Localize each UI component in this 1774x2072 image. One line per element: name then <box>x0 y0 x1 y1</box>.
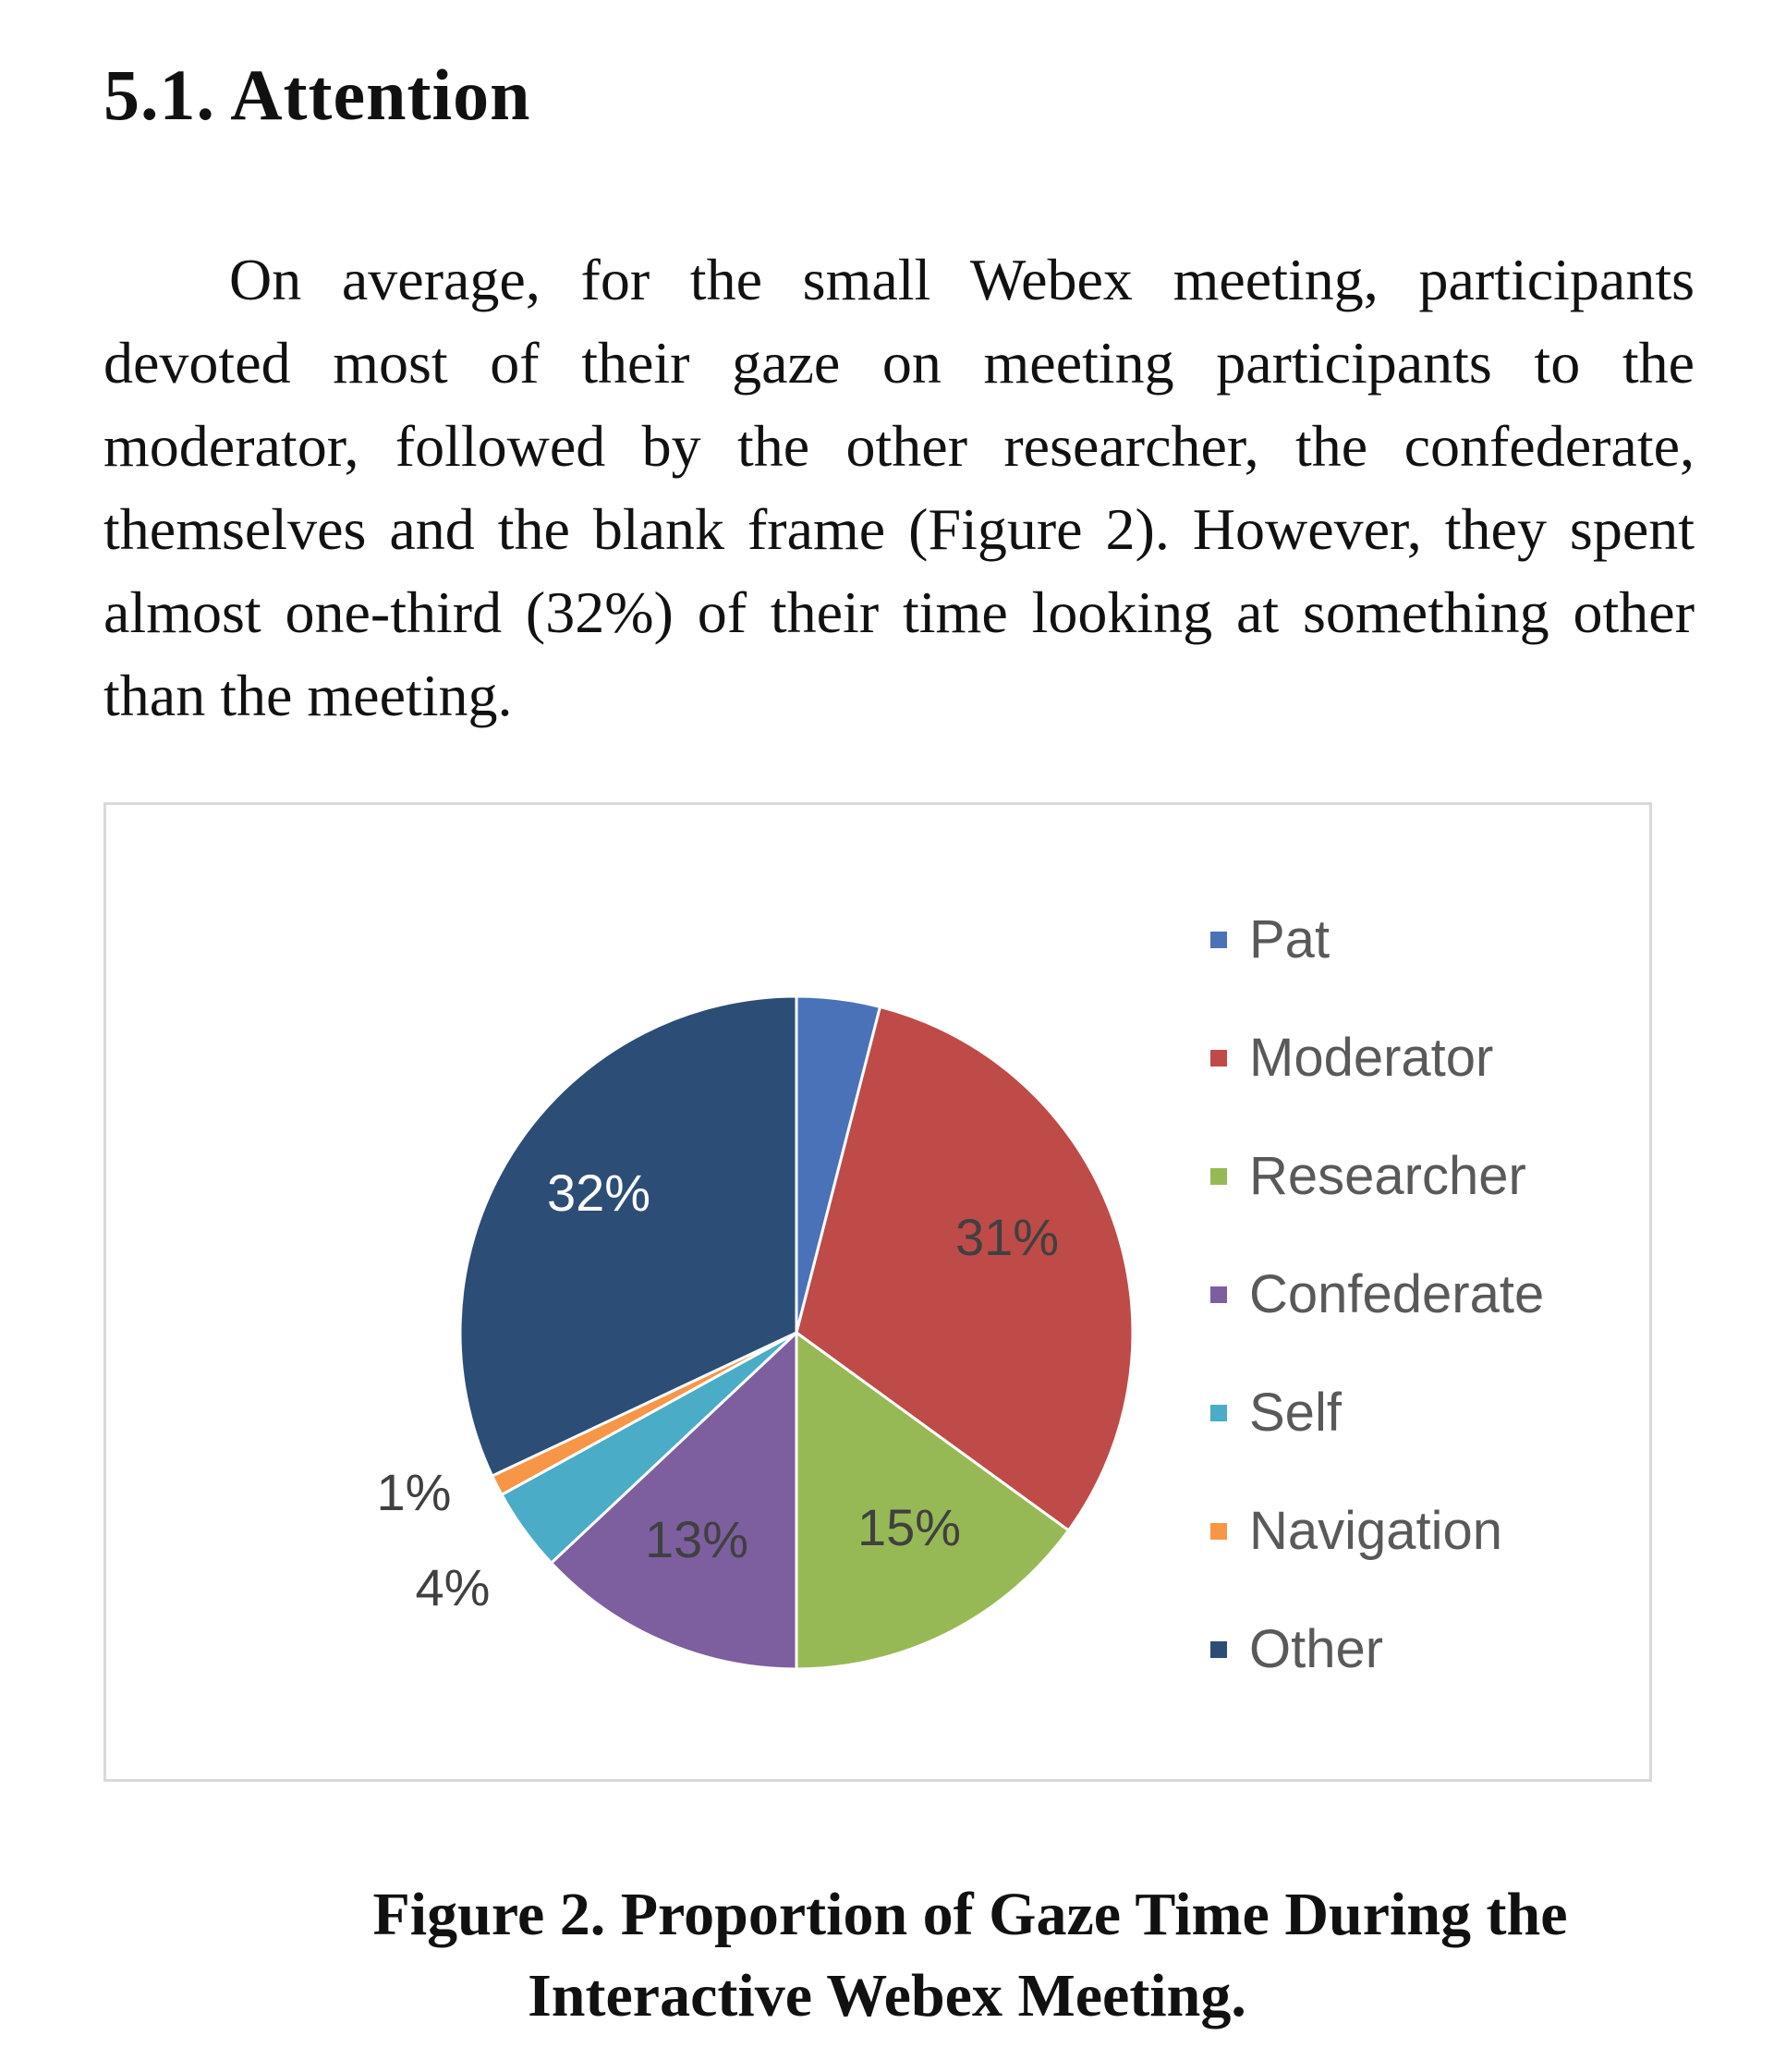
legend-label-moderator: Moderator <box>1249 1028 1493 1088</box>
legend-swatch-moderator <box>1210 1050 1227 1066</box>
data-label-moderator: 31% <box>955 1208 1059 1266</box>
legend-swatch-self <box>1210 1405 1227 1421</box>
data-label-other: 32% <box>547 1164 650 1222</box>
legend-swatch-pat <box>1210 932 1227 948</box>
legend-label-researcher: Researcher <box>1249 1146 1526 1206</box>
data-label-researcher: 15% <box>857 1498 961 1556</box>
figure-caption-line-2: Interactive Webex Meeting. <box>528 1962 1246 2029</box>
pie-slice-moderator <box>795 1005 1135 1533</box>
legend-swatch-confederate <box>1210 1286 1227 1303</box>
pie-slice-confederate <box>549 1329 798 1671</box>
legend-label-confederate: Confederate <box>1249 1264 1544 1324</box>
pie-slice-other <box>458 994 798 1478</box>
section-heading: 5.1. Attention <box>103 55 531 135</box>
data-label-confederate: 13% <box>645 1510 748 1568</box>
legend-swatch-navigation <box>1210 1523 1227 1540</box>
legend-label-navigation: Navigation <box>1249 1501 1502 1561</box>
legend-label-self: Self <box>1249 1383 1343 1443</box>
body-paragraph: On average, for the small Webex meeting,… <box>103 247 1695 728</box>
legend-label-other: Other <box>1249 1619 1383 1679</box>
legend-swatch-other <box>1210 1641 1227 1658</box>
pie-slice-researcher <box>795 1330 1071 1671</box>
legend-swatch-researcher <box>1210 1168 1227 1185</box>
figure-caption: Figure 2. Proportion of Gaze Time During… <box>148 1874 1626 2037</box>
figure-caption-line-1: Figure 2. Proportion of Gaze Time During… <box>372 1881 1568 1948</box>
data-label-self: 4% <box>416 1558 491 1616</box>
data-label-navigation: 1% <box>377 1463 452 1521</box>
legend-label-pat: Pat <box>1249 909 1330 969</box>
